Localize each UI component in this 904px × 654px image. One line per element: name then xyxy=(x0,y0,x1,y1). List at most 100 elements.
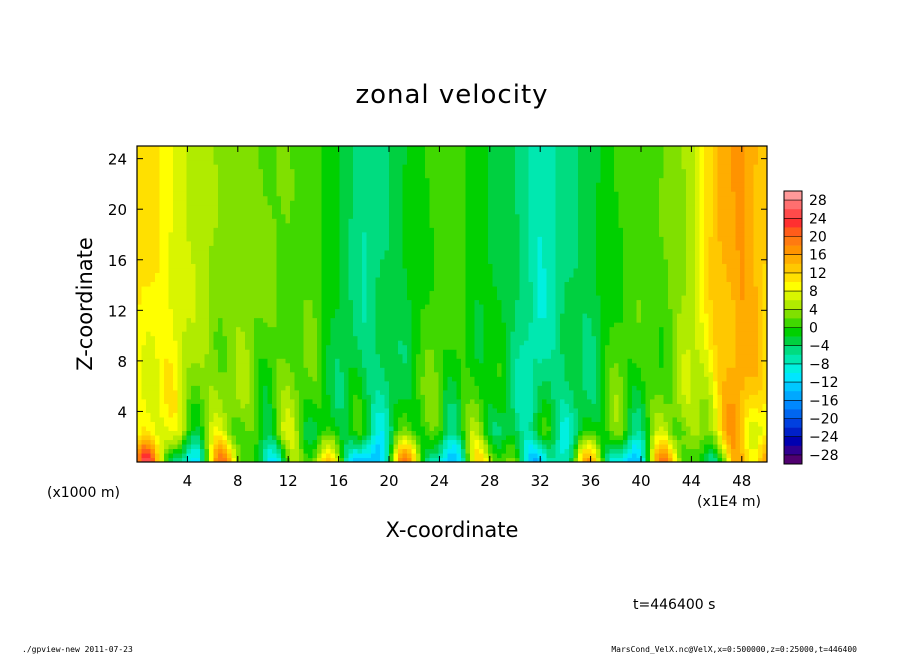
heatmap-cell xyxy=(339,425,345,431)
heatmap-cell xyxy=(393,398,399,404)
heatmap-cell xyxy=(200,299,206,305)
heatmap-cell xyxy=(285,322,291,328)
heatmap-cell xyxy=(294,349,300,355)
heatmap-cell xyxy=(303,155,309,161)
heatmap-cell xyxy=(290,421,296,427)
heatmap-cell xyxy=(294,164,300,170)
heatmap-cell xyxy=(357,308,363,314)
heatmap-cell xyxy=(155,362,161,368)
heatmap-cell xyxy=(272,290,278,296)
heatmap-cell xyxy=(290,204,296,210)
heatmap-cell xyxy=(258,245,264,251)
heatmap-cell xyxy=(150,367,156,373)
heatmap-cell xyxy=(231,276,237,283)
heatmap-cell xyxy=(357,209,363,215)
heatmap-cell xyxy=(339,412,345,418)
heatmap-cell xyxy=(402,272,408,278)
heatmap-cell xyxy=(218,281,224,287)
heatmap-cell xyxy=(200,380,206,386)
heatmap-cell xyxy=(204,304,210,310)
heatmap-cell xyxy=(317,403,323,409)
heatmap-cell xyxy=(285,177,291,183)
heatmap-cell xyxy=(240,182,246,188)
heatmap-cell xyxy=(434,457,440,462)
heatmap-cell xyxy=(150,209,156,215)
heatmap-cell xyxy=(263,254,269,260)
heatmap-cell xyxy=(137,313,143,319)
heatmap-cell xyxy=(326,403,332,409)
heatmap-cell xyxy=(312,281,318,287)
heatmap-cell xyxy=(330,308,336,314)
heatmap-cell xyxy=(344,267,350,273)
heatmap-cell xyxy=(141,398,147,404)
heatmap-cell xyxy=(326,398,332,404)
heatmap-cell xyxy=(384,218,390,224)
heatmap-cell xyxy=(353,177,359,183)
heatmap-cell xyxy=(398,349,404,355)
heatmap-cell xyxy=(200,304,206,310)
heatmap-cell xyxy=(425,155,431,161)
heatmap-cell xyxy=(177,412,183,418)
heatmap-cell xyxy=(335,186,341,192)
heatmap-cell xyxy=(380,371,386,377)
heatmap-cell xyxy=(168,430,174,436)
heatmap-cell xyxy=(164,452,170,459)
heatmap-cell xyxy=(218,376,224,382)
heatmap-cell xyxy=(371,186,377,192)
heatmap-cell xyxy=(380,403,386,409)
heatmap-cell xyxy=(348,245,354,251)
heatmap-cell xyxy=(209,236,215,242)
heatmap-cell xyxy=(389,263,395,269)
heatmap-cell xyxy=(308,213,314,219)
heatmap-cell xyxy=(141,457,147,462)
heatmap-cell xyxy=(362,182,368,188)
heatmap-cell xyxy=(384,331,390,337)
heatmap-cell xyxy=(209,186,215,192)
heatmap-cell xyxy=(317,195,323,201)
heatmap-cell xyxy=(371,222,377,228)
heatmap-cell xyxy=(222,168,228,174)
heatmap-cell xyxy=(344,412,350,418)
heatmap-cell xyxy=(231,439,237,445)
heatmap-cell xyxy=(254,267,260,273)
heatmap-cell xyxy=(254,353,260,359)
heatmap-cell xyxy=(330,313,336,319)
heatmap-cell xyxy=(141,299,147,305)
heatmap-cell xyxy=(348,425,354,431)
heatmap-cell xyxy=(182,389,188,395)
heatmap-cell xyxy=(308,231,314,237)
heatmap-cell xyxy=(258,304,264,310)
heatmap-cell xyxy=(294,240,300,246)
heatmap-cell xyxy=(240,294,246,301)
heatmap-cell xyxy=(263,146,269,152)
heatmap-cell xyxy=(443,421,449,427)
heatmap-cell xyxy=(420,443,426,450)
heatmap-cell xyxy=(375,439,381,445)
heatmap-cell xyxy=(429,367,435,373)
heatmap-cell xyxy=(425,146,431,152)
heatmap-cell xyxy=(299,204,305,210)
heatmap-cell xyxy=(411,272,417,278)
heatmap-cell xyxy=(182,227,188,233)
heatmap-cell xyxy=(222,326,228,332)
heatmap-cell xyxy=(407,159,413,165)
heatmap-cell xyxy=(155,389,161,395)
heatmap-cell xyxy=(294,222,300,228)
heatmap-cell xyxy=(402,267,408,273)
heatmap-cell xyxy=(213,304,219,310)
heatmap-cell xyxy=(393,308,399,314)
heatmap-cell xyxy=(177,204,183,210)
heatmap-cell xyxy=(299,403,305,409)
heatmap-cell xyxy=(312,394,318,400)
heatmap-cell xyxy=(348,416,354,422)
heatmap-cell xyxy=(272,349,278,355)
heatmap-cell xyxy=(159,344,165,350)
heatmap-cell xyxy=(384,412,390,418)
heatmap-cell xyxy=(191,452,197,459)
heatmap-cell xyxy=(429,204,435,210)
heatmap-cell xyxy=(438,331,444,337)
heatmap-cell xyxy=(321,177,327,183)
heatmap-cell xyxy=(290,448,296,454)
heatmap-cell xyxy=(272,146,278,152)
heatmap-cell xyxy=(195,204,201,210)
